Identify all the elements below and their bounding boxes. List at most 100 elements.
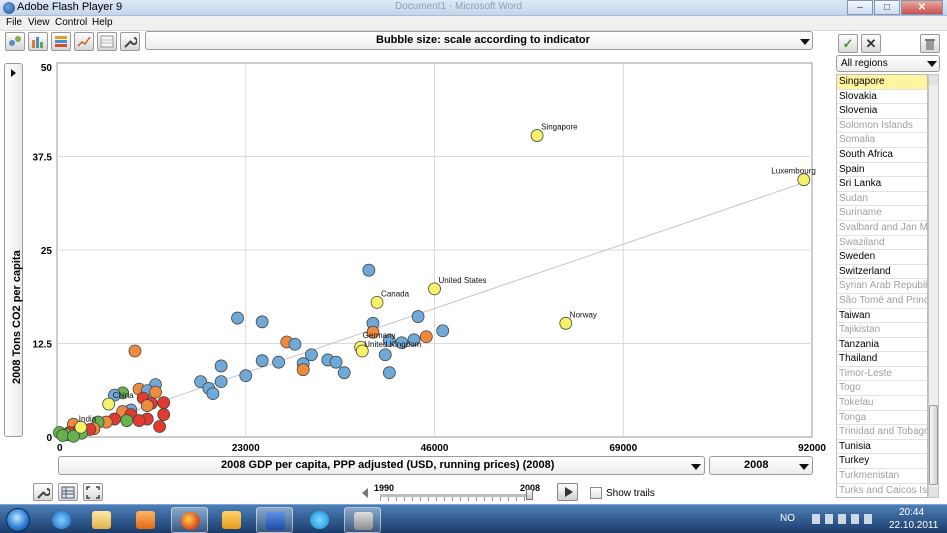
country-bubble[interactable] <box>797 173 811 187</box>
country-bubble[interactable] <box>67 429 80 443</box>
country-item[interactable]: Slovakia <box>837 90 927 105</box>
country-bubble[interactable] <box>56 429 70 442</box>
country-bubble[interactable] <box>120 414 134 427</box>
y-axis-selector[interactable]: 2008 Tons CO2 per capita <box>4 63 23 437</box>
country-item[interactable]: Sweden <box>837 250 927 265</box>
country-bubble[interactable] <box>140 399 154 412</box>
taskbar-media-player[interactable] <box>127 507 164 533</box>
taskbar-skype[interactable] <box>301 507 338 533</box>
country-bubble[interactable] <box>362 263 376 277</box>
menu-help[interactable]: Help <box>92 17 113 28</box>
maximize-button[interactable]: □ <box>874 0 900 15</box>
country-item[interactable]: South Africa <box>837 148 927 163</box>
country-bubble[interactable] <box>378 348 392 362</box>
country-bubble[interactable] <box>411 310 425 323</box>
country-bubble[interactable] <box>530 129 544 142</box>
country-item[interactable]: Thailand <box>837 352 927 367</box>
country-bubble[interactable] <box>419 330 433 344</box>
x-axis-dropdown[interactable]: 2008 GDP per capita, PPP adjusted (USD, … <box>58 456 705 475</box>
country-item[interactable]: Singapore <box>837 75 927 90</box>
country-item[interactable]: Suriname <box>837 206 927 221</box>
country-bubble[interactable] <box>102 397 116 411</box>
scatter-plot[interactable]: 0 23000 46000 69000 92000 0 12.5 25 37.5 50 Singap… <box>30 55 830 460</box>
timeline-slider-thumb[interactable] <box>526 489 533 500</box>
minimize-button[interactable]: – <box>847 0 873 15</box>
trash-button[interactable] <box>920 34 940 53</box>
country-item[interactable]: Turks and Caicos Is... <box>837 484 927 497</box>
tray-icons[interactable] <box>812 514 876 524</box>
country-bubble[interactable] <box>194 375 208 389</box>
country-bubble[interactable] <box>305 348 318 362</box>
fullscreen-button[interactable] <box>83 483 103 501</box>
country-item[interactable]: Switzerland <box>837 265 927 280</box>
country-bubble[interactable] <box>395 336 409 350</box>
country-bubble[interactable] <box>214 359 228 373</box>
country-bubble[interactable] <box>382 366 396 380</box>
country-bubble[interactable] <box>206 387 220 401</box>
taskbar-flash-player[interactable] <box>344 507 381 533</box>
country-item[interactable]: Sudan <box>837 192 927 207</box>
country-item[interactable]: Timor-Leste <box>837 367 927 382</box>
table-view-button[interactable] <box>97 32 117 51</box>
country-bubble[interactable] <box>255 315 269 329</box>
stacked-bar-button[interactable] <box>51 32 71 51</box>
close-button[interactable]: ✕ <box>901 0 943 15</box>
country-item[interactable]: São Tomé and Princ... <box>837 294 927 309</box>
scroll-up-arrow[interactable] <box>929 75 938 85</box>
country-bubble[interactable] <box>231 311 244 325</box>
country-bubble[interactable] <box>288 337 302 351</box>
country-bubble[interactable] <box>370 295 384 309</box>
taskbar-outlook[interactable] <box>213 507 250 533</box>
country-item[interactable]: Syrian Arab Republic <box>837 279 927 294</box>
select-all-button[interactable]: ✓ <box>838 34 858 53</box>
country-item[interactable]: Tunisia <box>837 440 927 455</box>
country-item[interactable]: Tokelau <box>837 396 927 411</box>
country-item[interactable]: Trinidad and Tobago <box>837 425 927 440</box>
country-bubble[interactable] <box>559 316 573 330</box>
country-bubble[interactable] <box>74 420 88 434</box>
taskbar-internet-explorer[interactable] <box>43 507 80 533</box>
country-item[interactable]: Tanzania <box>837 338 927 353</box>
menu-control[interactable]: Control <box>55 17 88 28</box>
country-bubble[interactable] <box>382 334 396 347</box>
settings-button[interactable] <box>120 32 140 51</box>
country-bubble[interactable] <box>436 324 450 338</box>
bar-chart-button[interactable] <box>28 32 48 51</box>
country-item[interactable]: Slovenia <box>837 104 927 119</box>
taskbar-file-explorer[interactable] <box>83 507 120 533</box>
country-bubble[interactable] <box>255 354 269 368</box>
country-bubble[interactable] <box>132 414 146 427</box>
tools-button[interactable] <box>33 483 53 501</box>
country-bubble[interactable] <box>407 333 421 347</box>
region-dropdown[interactable]: All regions <box>836 55 940 72</box>
country-bubble[interactable] <box>157 408 171 421</box>
country-item[interactable]: Sri Lanka <box>837 177 927 192</box>
language-indicator[interactable]: NO <box>780 513 795 524</box>
clock-date[interactable]: 22.10.2011 <box>889 520 939 531</box>
country-item[interactable]: Togo <box>837 381 927 397</box>
bubble-chart-button[interactable] <box>5 32 25 51</box>
scroll-thumb[interactable] <box>929 405 938 485</box>
country-bubble[interactable] <box>108 388 121 402</box>
country-item[interactable]: Somalia <box>837 133 927 148</box>
country-item[interactable]: Tajikistan <box>837 323 927 338</box>
country-item[interactable]: Svalbard and Jan M... <box>837 221 927 236</box>
country-bubble[interactable] <box>239 369 253 383</box>
menu-file[interactable]: File <box>6 17 23 28</box>
country-bubble[interactable] <box>366 325 380 339</box>
country-item[interactable]: Taiwan <box>837 309 927 324</box>
country-bubble[interactable] <box>272 355 285 369</box>
show-trails-checkbox[interactable] <box>590 487 602 499</box>
bubble-size-dropdown[interactable]: Bubble size: scale according to indicato… <box>145 31 813 50</box>
country-bubble[interactable] <box>329 355 343 369</box>
country-bubble[interactable] <box>149 385 162 399</box>
table-button[interactable] <box>58 483 78 501</box>
country-bubble[interactable] <box>296 363 310 377</box>
country-item[interactable]: Spain <box>837 163 927 178</box>
taskbar-firefox[interactable] <box>171 507 208 533</box>
country-item[interactable]: Turkmenistan <box>837 469 927 484</box>
country-bubble[interactable] <box>214 375 228 389</box>
country-item[interactable]: Solomon Islands <box>837 119 927 134</box>
country-list-scrollbar[interactable] <box>928 74 939 498</box>
line-chart-button[interactable] <box>74 32 94 51</box>
